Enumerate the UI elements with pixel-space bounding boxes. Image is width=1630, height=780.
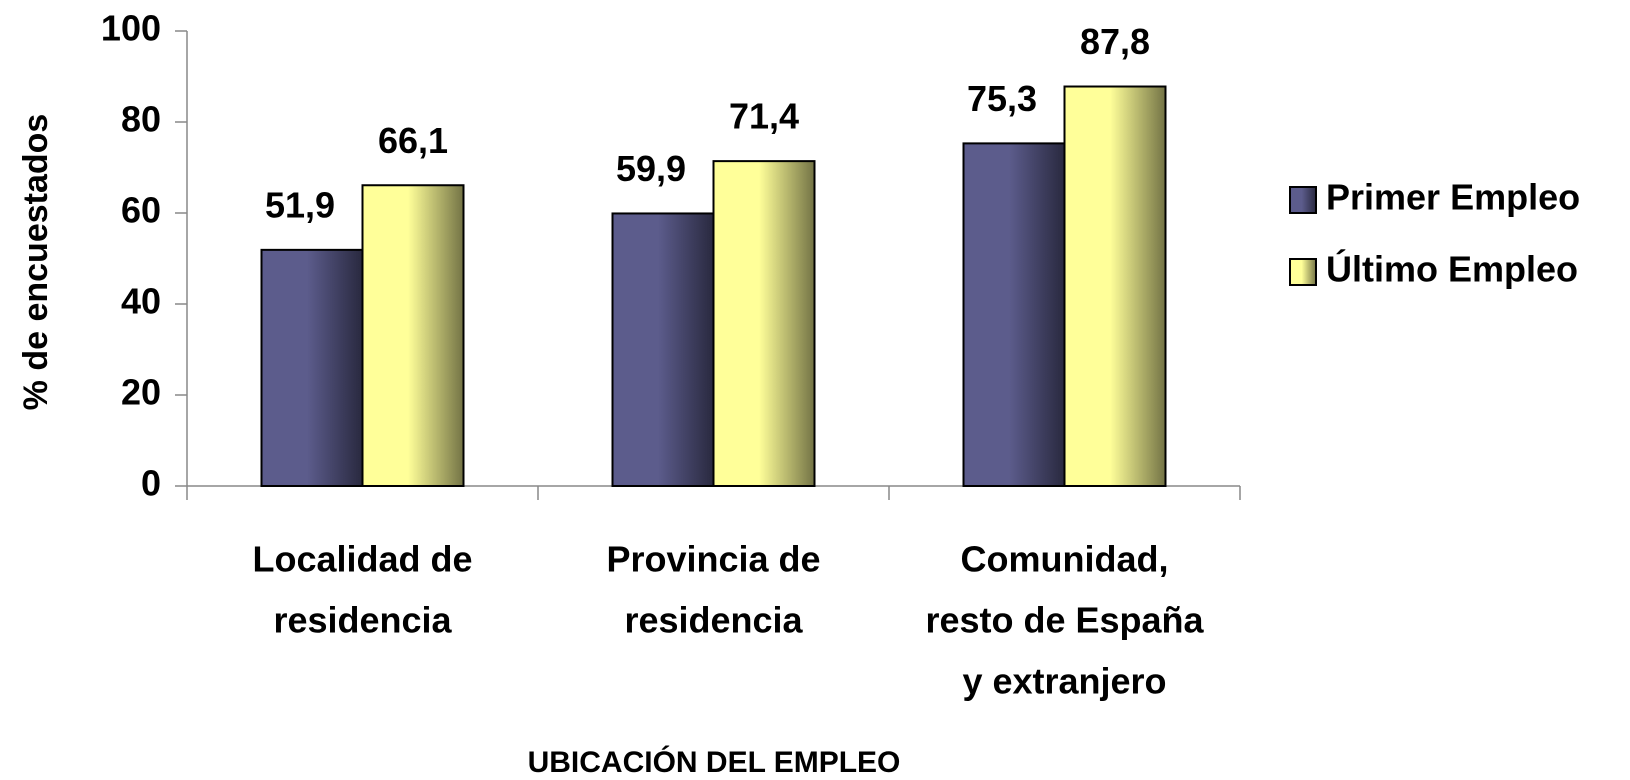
data-label: 87,8 [1080, 21, 1150, 62]
y-tick-label: 100 [101, 8, 161, 49]
x-tick-label: Localidad de [252, 539, 472, 580]
x-tick-label: residencia [273, 600, 452, 641]
data-label: 59,9 [616, 148, 686, 189]
data-label: 71,4 [729, 96, 799, 137]
x-tick-label: residencia [624, 600, 803, 641]
data-label: 66,1 [378, 120, 448, 161]
legend-label: Primer Empleo [1326, 177, 1580, 218]
y-tick-label: 0 [141, 463, 161, 504]
bar [611, 212, 715, 488]
y-tick-label: 40 [121, 281, 161, 322]
legend-label: Último Empleo [1326, 248, 1578, 290]
data-label: 75,3 [967, 78, 1037, 119]
x-tick-label: Provincia de [606, 539, 820, 580]
x-axis-label: UBICACIÓN DEL EMPLEO [528, 745, 901, 779]
y-axis-label: % de encuestados [17, 114, 55, 411]
x-tick-label: Comunidad, [961, 539, 1169, 580]
data-label: 51,9 [265, 184, 335, 225]
bar [1063, 85, 1167, 487]
x-tick-label: y extranjero [962, 661, 1166, 702]
bar [712, 160, 816, 487]
legend-swatch [1289, 258, 1317, 286]
x-tick-label: resto de España [925, 600, 1204, 641]
legend-swatch [1289, 186, 1317, 214]
y-tick-label: 80 [121, 99, 161, 140]
bar [361, 184, 465, 487]
bar [260, 248, 364, 487]
y-tick-label: 20 [121, 372, 161, 413]
bar [962, 142, 1066, 487]
y-tick-label: 60 [121, 190, 161, 231]
